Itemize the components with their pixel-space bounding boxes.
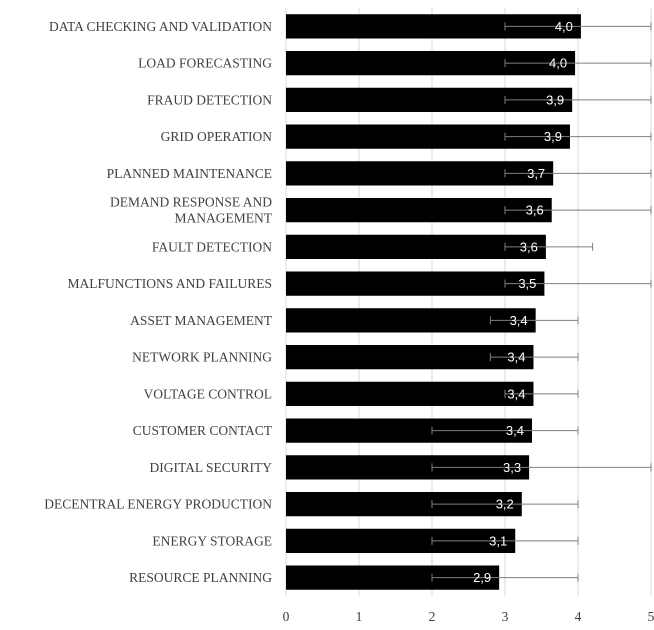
category-label-line: DEMAND RESPONSE AND [110,195,272,210]
bar [286,271,545,296]
category-label: CUSTOMER CONTACT [133,423,273,438]
x-tick-label: 3 [502,609,509,624]
category-label-line: DECENTRAL ENERGY PRODUCTION [44,497,272,512]
category-labels: DATA CHECKING AND VALIDATION LOAD FORECAS… [44,19,273,585]
data-label: 3,6 [520,239,538,254]
category-label: DEMAND RESPONSE AND MANAGEMENT [110,195,273,226]
data-label: 3,4 [507,350,525,365]
category-label-line: MANAGEMENT [175,211,273,226]
category-label-line: DATA CHECKING AND VALIDATION [49,19,272,34]
bar [286,381,534,407]
category-label: FRAUD DETECTION [147,92,272,107]
category-label: DATA CHECKING AND VALIDATION [49,19,272,34]
bar [286,234,546,260]
category-label: DIGITAL SECURITY [149,460,272,475]
category-label: GRID OPERATION [161,129,273,144]
category-label: VOLTAGE CONTROL [143,386,272,401]
category-label-line: LOAD FORECASTING [138,56,272,71]
data-label: 3,1 [489,533,507,548]
data-label: 3,3 [503,460,521,475]
category-label-line: MALFUNCTIONS AND FAILURES [67,276,272,291]
category-label: MALFUNCTIONS AND FAILURES [67,276,272,291]
category-label: RESOURCE PLANNING [129,570,272,585]
data-label: 3,7 [527,166,545,181]
data-label: 4,0 [555,19,573,34]
data-label: 3,9 [544,129,562,144]
category-label-line: ENERGY STORAGE [152,533,272,548]
bars [286,14,581,590]
x-tick-label: 0 [283,609,290,624]
category-label: NETWORK PLANNING [132,350,272,365]
data-label: 3,9 [546,92,564,107]
category-label: PLANNED MAINTENANCE [107,166,272,181]
category-label-line: FAULT DETECTION [152,239,272,254]
category-label-line: CUSTOMER CONTACT [133,423,273,438]
category-label-line: DIGITAL SECURITY [149,460,272,475]
x-tick-label: 2 [429,609,436,624]
category-label-line: RESOURCE PLANNING [129,570,272,585]
category-label-line: FRAUD DETECTION [147,92,272,107]
category-label: ENERGY STORAGE [152,533,272,548]
category-label: LOAD FORECASTING [138,56,272,71]
category-label-line: ASSET MANAGEMENT [130,313,273,328]
data-label: 3,6 [526,203,544,218]
category-label-line: NETWORK PLANNING [132,350,272,365]
data-label: 2,9 [473,570,491,585]
error-bars [431,22,652,582]
data-label: 3,4 [507,386,525,401]
category-label-line: VOLTAGE CONTROL [143,386,272,401]
data-label: 3,2 [496,497,514,512]
category-label: DECENTRAL ENERGY PRODUCTION [44,497,272,512]
category-label: FAULT DETECTION [152,239,272,254]
data-labels: 4,0 4,0 3,9 3,9 3,7 3,6 3,6 3,5 3,4 3,4 3,4 3,4 3,3 3… [473,19,573,585]
x-tick-label: 5 [648,609,654,624]
category-label-line: PLANNED MAINTENANCE [107,166,272,181]
data-label: 3,4 [510,313,528,328]
data-label: 3,4 [506,423,524,438]
data-label: 3,5 [518,276,536,291]
category-label-line: GRID OPERATION [161,129,273,144]
data-label: 4,0 [549,56,567,71]
category-label: ASSET MANAGEMENT [130,313,273,328]
x-axis-tick-labels: 0 1 2 3 4 5 [283,609,654,624]
x-tick-label: 1 [356,609,363,624]
x-tick-label: 4 [575,609,582,624]
